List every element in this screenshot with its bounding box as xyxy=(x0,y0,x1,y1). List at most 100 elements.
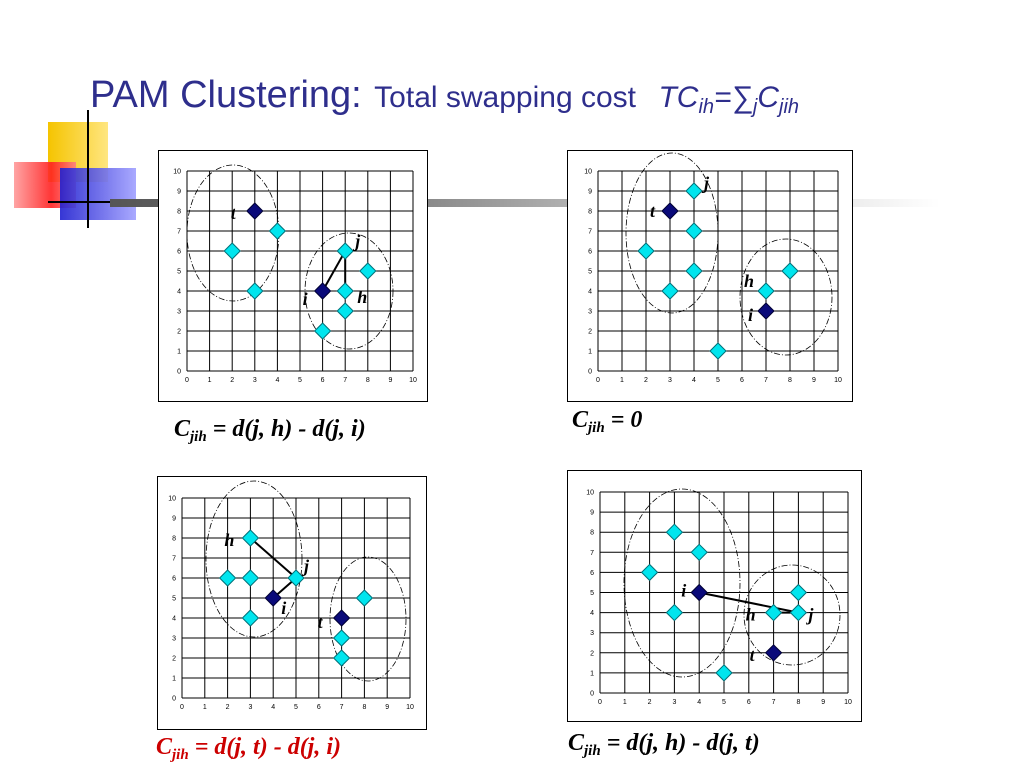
y-tick-label: 7 xyxy=(172,556,176,563)
x-tick-label: 9 xyxy=(821,699,825,706)
y-tick-label: 10 xyxy=(586,490,594,497)
x-tick-label: 1 xyxy=(620,377,624,384)
y-tick-label: 2 xyxy=(590,650,594,657)
x-tick-label: 8 xyxy=(366,377,370,384)
data-point xyxy=(355,589,374,607)
x-tick-label: 2 xyxy=(648,699,652,706)
x-tick-label: 10 xyxy=(409,377,417,384)
x-tick-label: 7 xyxy=(772,699,776,706)
data-point xyxy=(637,242,655,260)
x-tick-label: 4 xyxy=(697,699,701,706)
x-tick-label: 1 xyxy=(208,377,212,384)
y-tick-label: 2 xyxy=(177,329,181,336)
cluster-boundary xyxy=(186,164,280,302)
point-label-j: j xyxy=(352,231,361,251)
cluster-boundary xyxy=(304,232,394,350)
data-point xyxy=(336,242,354,260)
y-tick-label: 0 xyxy=(172,696,176,703)
y-tick-label: 3 xyxy=(172,636,176,643)
y-tick-label: 9 xyxy=(590,510,594,517)
y-tick-label: 3 xyxy=(588,309,592,316)
y-tick-label: 9 xyxy=(172,516,176,523)
data-point xyxy=(685,222,703,240)
medoid-point xyxy=(332,609,351,627)
y-tick-label: 0 xyxy=(588,369,592,376)
y-tick-label: 7 xyxy=(177,229,181,236)
chart-panel-3: 0 1 2 3 4 5 6 7 8 9 10 0 1 2 3 4 5 6 7 8 9 10 h j i t xyxy=(157,476,427,730)
point-label-i: i xyxy=(748,305,753,325)
formula-2: Cjih = 0 xyxy=(572,407,643,436)
medoid-point xyxy=(264,589,282,607)
formula-3: Cjih = d(j, t) - d(j, i) xyxy=(156,734,342,763)
formula-1: Cjih = d(j, h) - d(j, i) xyxy=(174,416,366,445)
x-tick-label: 5 xyxy=(722,699,726,706)
y-tick-label: 1 xyxy=(590,670,594,677)
y-tick-label: 1 xyxy=(177,349,181,356)
y-tick-label: 6 xyxy=(590,570,594,577)
x-tick-label: 4 xyxy=(692,377,696,384)
point-label-t: t xyxy=(231,203,237,223)
distance-line xyxy=(249,537,297,579)
y-tick-label: 0 xyxy=(177,369,181,376)
y-tick-label: 10 xyxy=(584,169,592,176)
cluster-boundary xyxy=(625,152,719,314)
x-tick-label: 8 xyxy=(362,704,366,711)
medoid-point xyxy=(313,282,332,300)
y-tick-label: 10 xyxy=(173,169,181,176)
x-tick-label: 10 xyxy=(406,704,414,711)
y-tick-label: 3 xyxy=(177,309,181,316)
x-tick-label: 0 xyxy=(185,377,189,384)
x-tick-label: 3 xyxy=(672,699,676,706)
chart-panel-4: 0 1 2 3 4 5 6 7 8 9 10 0 1 2 3 4 5 6 7 8 9 10 i h j t xyxy=(567,470,862,722)
point-label-h: h xyxy=(746,605,756,625)
cluster-boundary xyxy=(743,564,841,666)
data-point xyxy=(665,523,684,541)
point-label-t: t xyxy=(318,612,324,632)
x-tick-label: 5 xyxy=(298,377,302,384)
y-tick-label: 8 xyxy=(177,209,181,216)
data-point xyxy=(241,609,260,627)
title-formula: TCih=∑jCjih xyxy=(658,81,800,118)
x-tick-label: 6 xyxy=(321,377,325,384)
x-tick-label: 8 xyxy=(796,699,800,706)
point-label-i: i xyxy=(681,581,686,601)
x-tick-label: 9 xyxy=(812,377,816,384)
data-point xyxy=(218,569,237,587)
y-tick-label: 5 xyxy=(172,596,176,603)
data-point xyxy=(757,282,775,300)
x-tick-label: 9 xyxy=(385,704,389,711)
x-tick-label: 7 xyxy=(764,377,768,384)
data-point xyxy=(690,543,708,562)
data-point xyxy=(223,242,241,260)
point-label-h: h xyxy=(744,271,754,291)
title-main: PAM Clustering: xyxy=(90,74,362,116)
y-tick-label: 10 xyxy=(168,496,176,503)
y-tick-label: 5 xyxy=(177,269,181,276)
y-tick-label: 1 xyxy=(588,349,592,356)
data-point xyxy=(336,302,354,320)
y-tick-label: 1 xyxy=(172,676,176,683)
medoid-point xyxy=(661,202,679,220)
x-tick-label: 0 xyxy=(596,377,600,384)
chart-4-svg: 0 1 2 3 4 5 6 7 8 9 10 0 1 2 3 4 5 6 7 8 9 10 i h j t xyxy=(586,488,852,706)
x-tick-label: 8 xyxy=(788,377,792,384)
y-tick-label: 0 xyxy=(590,691,594,698)
x-tick-label: 5 xyxy=(294,704,298,711)
data-point xyxy=(685,262,703,280)
x-tick-label: 3 xyxy=(248,704,252,711)
data-point xyxy=(241,529,260,547)
y-tick-label: 9 xyxy=(177,189,181,196)
slide-logo xyxy=(14,110,140,228)
y-tick-label: 6 xyxy=(588,249,592,256)
cluster-boundary xyxy=(739,238,833,356)
x-tick-label: 3 xyxy=(253,377,257,384)
medoid-point xyxy=(690,583,708,602)
cluster-boundary xyxy=(623,488,741,678)
data-point xyxy=(781,262,799,280)
cluster-boundary xyxy=(205,480,303,638)
x-tick-label: 0 xyxy=(598,699,602,706)
chart-1-svg: 0 1 2 3 4 5 6 7 8 9 10 0 1 2 3 4 5 6 7 8 9 10 t i j h xyxy=(173,164,417,384)
point-label-h: h xyxy=(224,530,234,550)
data-point xyxy=(789,583,808,602)
data-point xyxy=(246,282,264,300)
